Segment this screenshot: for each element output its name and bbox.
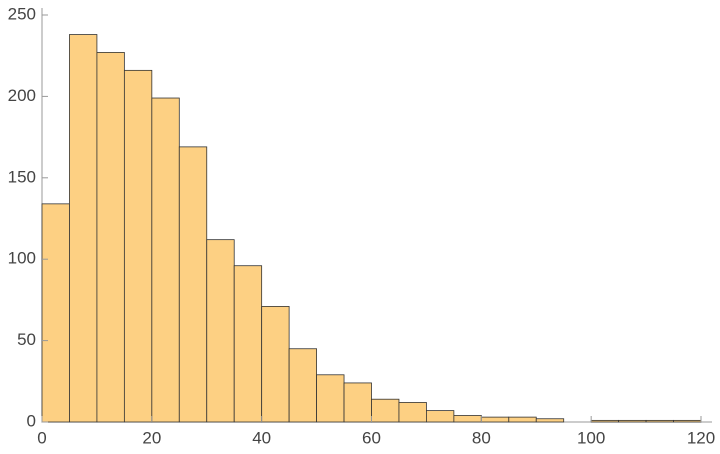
bar (288, 348, 317, 423)
bar (343, 382, 372, 423)
x-tick-label: 120 (687, 428, 715, 447)
bar (206, 239, 235, 423)
x-tick-label: 0 (37, 428, 46, 447)
x-tick-label: 60 (362, 428, 381, 447)
bar (41, 203, 70, 423)
x-tick-label: 80 (472, 428, 491, 447)
y-tick-label: 250 (8, 4, 36, 23)
bar (123, 69, 153, 423)
bar (69, 34, 98, 423)
y-tick-label: 0 (27, 411, 36, 430)
bar (618, 419, 647, 423)
bar (535, 418, 565, 423)
bar (96, 52, 125, 423)
x-tick-label: 100 (577, 428, 605, 447)
bar (178, 146, 208, 423)
bar (480, 416, 510, 423)
bar (261, 306, 290, 423)
bar (508, 416, 537, 423)
bar (426, 410, 455, 423)
bar (645, 419, 674, 423)
x-tick-label: 40 (252, 428, 271, 447)
x-tick-label: 20 (142, 428, 161, 447)
y-tick-label: 150 (8, 167, 36, 186)
bar (453, 415, 482, 423)
y-tick-label: 200 (8, 86, 36, 105)
bar (151, 97, 180, 423)
bar (371, 398, 400, 423)
y-tick-label: 50 (17, 330, 36, 349)
bar (233, 265, 263, 423)
bar (316, 374, 345, 423)
y-tick-label: 100 (8, 249, 36, 268)
bar (673, 419, 702, 423)
bar (398, 402, 427, 423)
bar (590, 419, 620, 423)
